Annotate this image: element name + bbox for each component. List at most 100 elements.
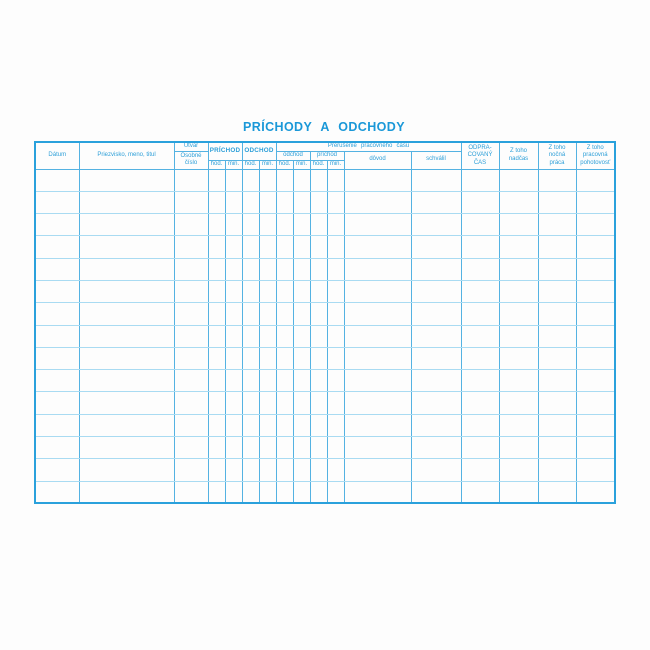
empty-cell [275,235,294,259]
empty-cell [498,436,539,460]
empty-cell [410,302,462,326]
empty-cell [460,346,500,371]
empty-cell [258,413,277,438]
empty-cell [326,302,345,326]
empty-cell [275,213,294,237]
empty-cell [34,346,80,371]
empty-cell [537,190,577,215]
col-header-prerusenie-odchod: odchod [275,150,311,161]
empty-cell [343,235,412,259]
empty-cell [498,279,539,304]
table-header: Dátum Priezvisko, meno, titul Útvar PRÍC… [34,141,616,170]
attendance-table: Dátum Priezvisko, meno, titul Útvar PRÍC… [34,141,617,505]
empty-cell [241,279,260,304]
empty-cell [207,458,226,482]
table-row [34,413,616,438]
empty-cell [275,168,294,192]
col-header-hod: hod. [241,159,260,170]
empty-cell [326,346,345,371]
empty-cell [343,257,412,281]
empty-cell [207,480,226,504]
empty-cell [241,213,260,237]
empty-cell [207,436,226,460]
empty-cell [292,168,311,192]
table-row [34,369,616,393]
empty-cell [207,235,226,259]
empty-cell [343,168,412,192]
empty-cell [575,413,616,438]
empty-cell [241,436,260,460]
empty-cell [275,346,294,371]
empty-cell [309,213,328,237]
empty-cell [460,369,500,393]
col-header-prerusenie-pracovneho-casu: Prerušenie pracovného času [275,141,462,152]
empty-cell [292,391,311,415]
empty-cell [575,168,616,192]
empty-cell [309,369,328,393]
empty-cell [537,324,577,348]
empty-cell [343,413,412,438]
empty-cell [309,190,328,215]
empty-cell [78,480,175,504]
empty-cell [224,302,243,326]
empty-cell [410,190,462,215]
empty-cell [537,480,577,504]
empty-cell [343,190,412,215]
empty-cell [309,480,328,504]
empty-cell [309,235,328,259]
empty-cell [498,324,539,348]
empty-cell [460,168,500,192]
empty-cell [275,480,294,504]
empty-cell [78,302,175,326]
empty-cell [410,213,462,237]
empty-cell [34,302,80,326]
empty-cell [460,458,500,482]
empty-cell [537,235,577,259]
table-row [34,302,616,326]
table-body [34,168,616,504]
empty-cell [275,324,294,348]
col-header-min: min. [326,159,345,170]
empty-cell [241,346,260,371]
table-row [34,279,616,304]
empty-cell [224,257,243,281]
empty-cell [575,235,616,259]
empty-cell [309,391,328,415]
empty-cell [498,346,539,371]
empty-cell [78,213,175,237]
empty-cell [275,436,294,460]
empty-cell [498,257,539,281]
empty-cell [498,190,539,215]
col-header-min: min. [224,159,243,170]
empty-cell [410,458,462,482]
empty-cell [309,346,328,371]
empty-cell [410,480,462,504]
empty-cell [207,346,226,371]
empty-cell [224,279,243,304]
empty-cell [343,480,412,504]
empty-cell [326,436,345,460]
empty-cell [241,302,260,326]
empty-cell [34,458,80,482]
empty-cell [292,257,311,281]
col-header-hod: hod. [207,159,226,170]
empty-cell [78,346,175,371]
empty-cell [173,257,209,281]
table-row [34,458,616,482]
empty-cell [326,413,345,438]
empty-cell [78,190,175,215]
col-header-min: min. [258,159,277,170]
empty-cell [292,346,311,371]
empty-cell [343,369,412,393]
empty-cell [343,213,412,237]
col-header-prichod: PRÍCHOD [207,141,243,161]
empty-cell [173,391,209,415]
empty-cell [460,480,500,504]
empty-cell [498,235,539,259]
empty-cell [343,324,412,348]
empty-cell [410,235,462,259]
empty-cell [224,436,243,460]
empty-cell [575,436,616,460]
empty-cell [241,458,260,482]
empty-cell [537,213,577,237]
